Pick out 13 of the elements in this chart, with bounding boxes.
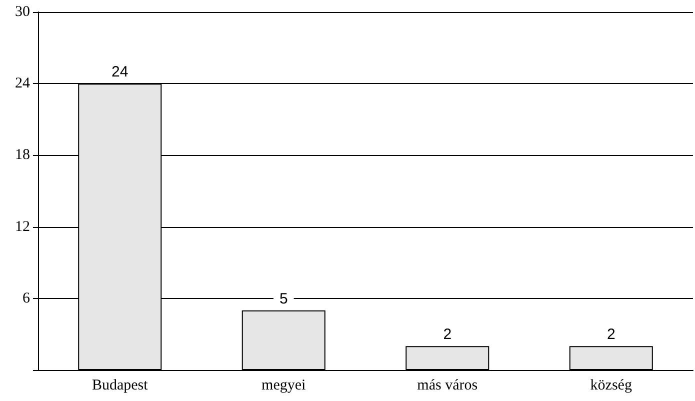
data-label: 24 (112, 64, 128, 81)
data-label: 5 (279, 290, 288, 308)
data-label: 2 (443, 326, 452, 344)
x-tick-label: község (590, 378, 632, 394)
x-tick-label: megyei (262, 378, 306, 394)
data-label: 2 (606, 326, 616, 344)
x-tick-label: más város (417, 378, 478, 394)
y-tick-label: 30 (15, 4, 30, 20)
y-tick-label: 18 (15, 147, 30, 164)
y-tick-label: 12 (15, 218, 30, 235)
y-tick-label: 24 (15, 76, 30, 92)
y-tick-label: 6 (22, 290, 30, 306)
x-tick-label: Budapest (92, 378, 149, 394)
